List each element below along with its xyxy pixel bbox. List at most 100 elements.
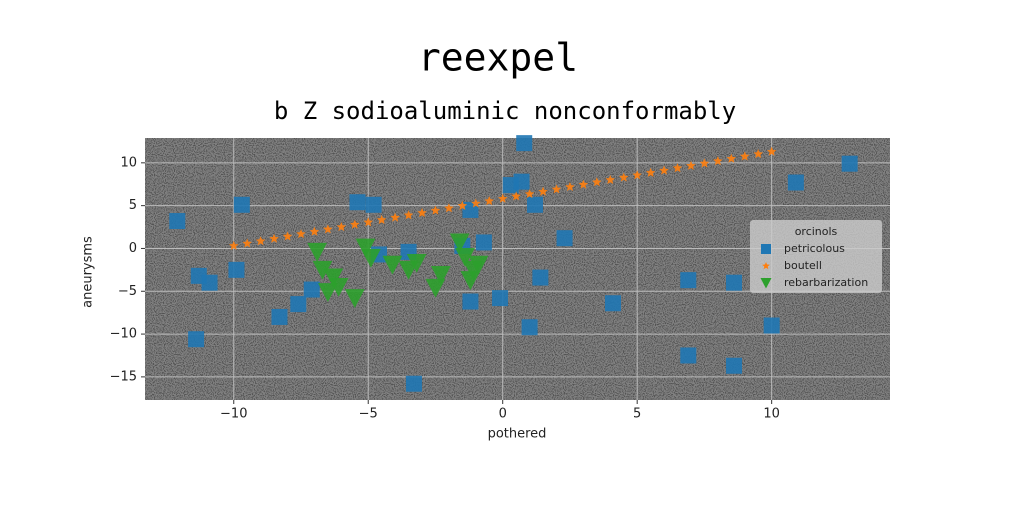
point (406, 254, 427, 273)
point (516, 135, 533, 152)
chart-title: reexpel (418, 36, 578, 80)
y-tick-label: −10 (110, 327, 137, 342)
point (282, 231, 293, 241)
x-tick-label: 5 (633, 407, 641, 422)
point (605, 175, 615, 184)
point (468, 255, 489, 275)
point (430, 205, 441, 215)
point (592, 177, 602, 187)
point (233, 196, 250, 213)
legend-title: orcinols (795, 225, 838, 238)
x-tick-label: 0 (499, 407, 507, 422)
point (726, 153, 737, 163)
point (361, 248, 381, 268)
y-tick-label: −5 (118, 284, 137, 299)
point (753, 149, 763, 159)
y-axis-label: aneurysms (81, 236, 96, 308)
point (766, 146, 777, 156)
point (309, 226, 320, 236)
point (363, 217, 373, 227)
point (242, 238, 252, 248)
chart-subtitle: b Z sodioaluminic nonconformably (274, 97, 736, 125)
point (336, 222, 347, 232)
point (686, 160, 696, 170)
point (430, 265, 451, 285)
point (303, 281, 320, 298)
point (484, 196, 494, 206)
point (632, 170, 642, 180)
x-axis-label: pothered (488, 427, 547, 442)
point (382, 255, 403, 275)
point (376, 214, 387, 224)
point (417, 207, 427, 217)
point (344, 289, 365, 309)
point (460, 271, 481, 291)
point (538, 186, 548, 196)
point (355, 238, 376, 258)
legend-label: boutell (784, 259, 822, 272)
point (524, 189, 535, 199)
point (390, 212, 400, 222)
point (444, 203, 454, 213)
point (532, 269, 549, 286)
point (556, 230, 573, 247)
y-tick-label: 10 (120, 155, 137, 170)
legend-marker (760, 278, 772, 289)
point (672, 163, 683, 173)
point (449, 233, 470, 253)
point (713, 156, 723, 166)
point (349, 194, 366, 211)
point (471, 198, 481, 208)
point (201, 274, 218, 291)
point (290, 296, 307, 313)
point (228, 261, 245, 278)
point (565, 182, 575, 191)
point (425, 278, 446, 298)
point (604, 295, 621, 312)
point (307, 242, 328, 262)
point (403, 210, 414, 220)
point (526, 196, 543, 213)
point (317, 283, 338, 303)
y-tick-label: 5 (129, 198, 137, 213)
point (492, 290, 509, 307)
x-tick-label: −5 (359, 407, 378, 422)
point (323, 224, 333, 234)
point (740, 151, 750, 161)
point (680, 347, 697, 364)
point (475, 234, 492, 251)
legend-label: rebarbarization (784, 276, 868, 289)
legend-marker (762, 262, 770, 270)
point (726, 274, 743, 291)
point (169, 213, 186, 230)
point (726, 357, 743, 374)
point (521, 319, 538, 336)
point (462, 293, 479, 310)
x-tick-label: −10 (220, 407, 247, 422)
point (513, 173, 530, 190)
point (188, 331, 205, 348)
point (680, 272, 697, 289)
point (296, 229, 306, 239)
point (269, 233, 279, 243)
point (551, 184, 562, 194)
point (763, 317, 780, 334)
point (455, 248, 475, 267)
legend-label: petricolous (784, 242, 845, 255)
point (511, 191, 521, 201)
x-tick-label: 10 (763, 407, 780, 422)
point (699, 158, 710, 168)
legend-box (750, 220, 882, 293)
point (328, 277, 349, 297)
point (312, 260, 333, 280)
point (841, 155, 858, 172)
point (405, 375, 422, 392)
y-tick-label: −15 (110, 369, 137, 384)
legend-marker (761, 244, 771, 254)
point (457, 200, 468, 210)
point (619, 172, 629, 182)
point (578, 179, 589, 189)
point (498, 193, 508, 203)
